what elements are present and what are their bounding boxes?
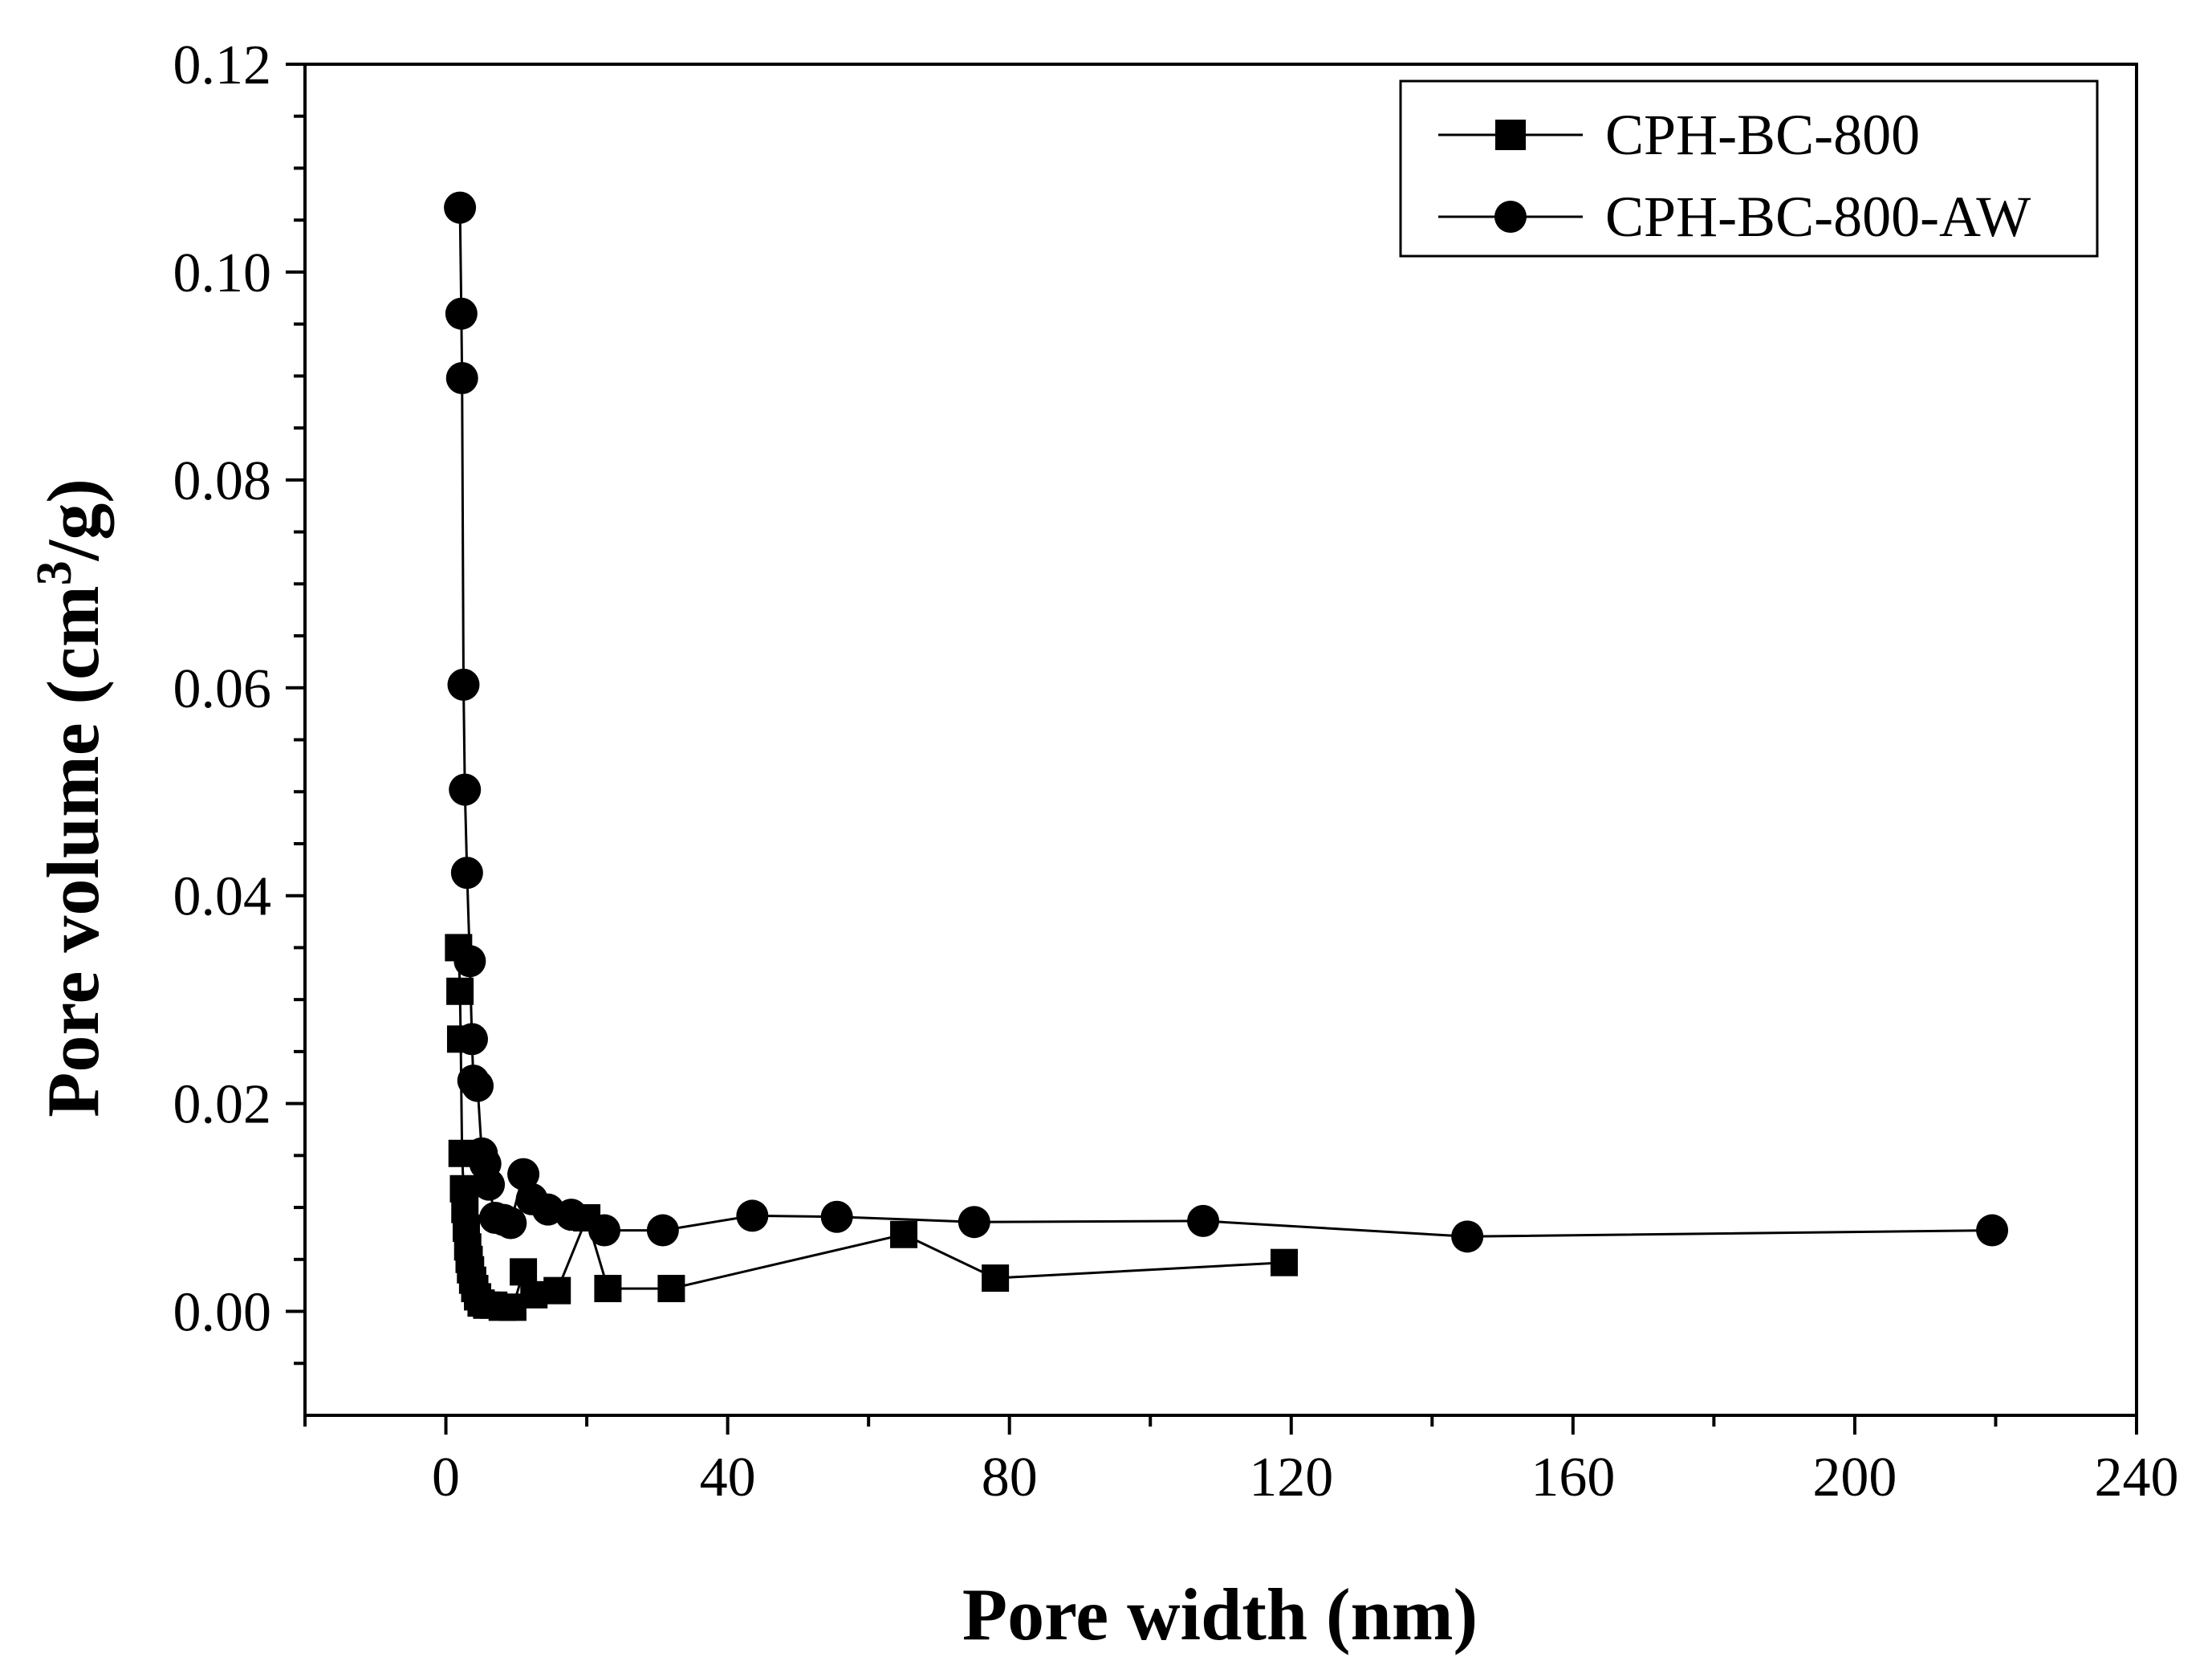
data-point-circle (447, 668, 480, 701)
data-point-circle (449, 773, 482, 806)
data-point-circle (588, 1214, 621, 1247)
y-axis-title-superscript: 3 (27, 560, 82, 585)
data-point-circle (473, 1168, 506, 1201)
x-tick-label: 240 (2095, 1447, 2179, 1508)
y-tick-label: 0.02 (173, 1074, 272, 1136)
legend: CPH-BC-800 CPH-BC-800-AW (1399, 79, 2099, 258)
y-axis-title: Pore volume (cm3/g) (27, 478, 114, 1117)
data-point-circle (445, 297, 478, 330)
data-point-square (1270, 1248, 1298, 1276)
y-tick-label: 0.12 (173, 35, 272, 96)
y-axis-title-prefix: Pore volume (cm (32, 585, 114, 1117)
data-point-square (890, 1220, 918, 1248)
data-point-circle (820, 1200, 853, 1233)
data-point-circle (507, 1158, 540, 1191)
y-tick-label: 0.10 (173, 242, 272, 304)
legend-marker-circle (1494, 201, 1527, 233)
data-point-circle (1976, 1214, 2009, 1247)
legend-label-cph-bc-800: CPH-BC-800 (1605, 103, 1920, 167)
data-point-square (510, 1258, 538, 1286)
data-point-circle (646, 1214, 679, 1247)
x-tick-label: 80 (982, 1447, 1038, 1508)
x-tick-label: 0 (432, 1447, 460, 1508)
series-cph-bc-800-aw (444, 191, 2009, 1253)
x-tick-label: 40 (700, 1447, 756, 1508)
x-tick-label: 200 (1812, 1447, 1897, 1508)
data-point-circle (453, 945, 486, 978)
data-point-circle (456, 1023, 489, 1056)
data-point-circle (1451, 1220, 1484, 1253)
data-point-circle (555, 1199, 588, 1231)
series-layer (444, 191, 2009, 1321)
y-axis-title-suffix: /g) (32, 478, 114, 561)
data-point-circle (445, 361, 478, 394)
data-point-square (446, 977, 474, 1005)
y-tick-label: 0.00 (173, 1282, 272, 1344)
data-point-square (543, 1276, 571, 1305)
data-point-circle (462, 1069, 494, 1102)
data-point-square (982, 1264, 1010, 1292)
x-axis-title: Pore width (nm) (962, 1573, 1478, 1655)
data-point-circle (1187, 1204, 1220, 1237)
x-tick-label: 120 (1249, 1447, 1333, 1508)
data-point-square (594, 1275, 622, 1303)
data-point-square (657, 1275, 685, 1303)
axes-layer: 0 40 80 120 160 200 240 0.00 0.02 0.04 0.06 0.08 0.1… (173, 35, 2179, 1508)
x-tick-label: 160 (1531, 1447, 1615, 1508)
legend-label-cph-bc-800-aw: CPH-BC-800-AW (1605, 185, 2031, 249)
y-tick-label: 0.08 (173, 450, 272, 512)
legend-marker-square (1495, 120, 1526, 150)
data-point-circle (444, 191, 477, 224)
data-point-circle (450, 857, 483, 889)
series-cph-bc-800 (445, 934, 1298, 1321)
y-tick-label: 0.04 (173, 866, 272, 928)
data-point-circle (494, 1207, 527, 1240)
y-tick-label: 0.06 (173, 658, 272, 720)
data-point-circle (958, 1206, 990, 1239)
data-point-square (520, 1280, 548, 1309)
data-point-circle (736, 1199, 769, 1232)
